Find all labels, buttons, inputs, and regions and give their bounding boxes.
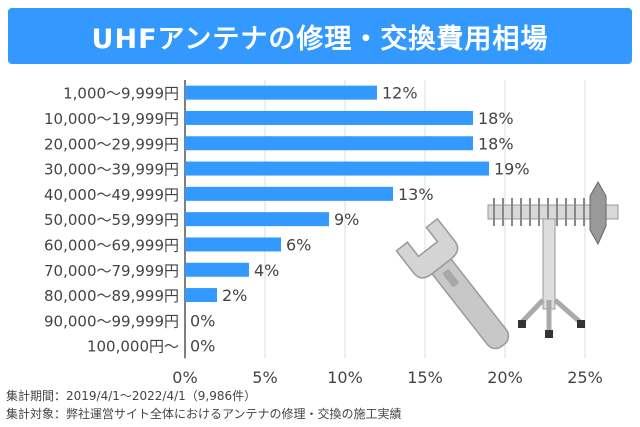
bar <box>185 136 473 151</box>
bar <box>185 110 473 125</box>
bar <box>185 237 281 252</box>
category-label: 40,000～49,999円 <box>44 186 179 204</box>
value-label: 6% <box>286 235 311 254</box>
value-label: 18% <box>478 109 514 128</box>
footnote-target: 集計対象：弊社運営サイト全体におけるアンテナの修理・交換の施工実績 <box>6 407 402 421</box>
x-tick-label: 10% <box>327 368 363 387</box>
bar <box>185 288 217 303</box>
value-label: 13% <box>398 185 434 204</box>
uhf-antenna-icon <box>487 180 619 338</box>
x-tick-label: 20% <box>487 368 523 387</box>
wrench-icon <box>395 217 510 350</box>
bar <box>185 85 377 100</box>
value-label: 12% <box>382 84 418 103</box>
value-label: 4% <box>254 261 279 280</box>
category-label: 90,000～99,999円 <box>44 312 179 330</box>
category-label: 1,000～9,999円 <box>63 85 179 103</box>
footnote-period: 集計期間：2019/4/1～2022/4/1（9,986件） <box>6 389 257 403</box>
bar <box>185 262 249 277</box>
category-label: 100,000円～ <box>87 338 179 356</box>
category-label: 20,000～29,999円 <box>44 135 179 153</box>
category-label: 60,000～69,999円 <box>44 236 179 254</box>
value-label: 18% <box>478 134 514 153</box>
category-label: 80,000～89,999円 <box>44 287 179 305</box>
category-label: 10,000～19,999円 <box>44 110 179 128</box>
x-tick-label: 15% <box>407 368 443 387</box>
labels: 0% 5% 10% 15% 20% 25% 1,000～9,999円 12% 10,000～19… <box>44 84 603 387</box>
value-label: 9% <box>334 210 359 229</box>
x-tick-label: 0% <box>172 368 197 387</box>
bar <box>185 161 489 176</box>
category-label: 30,000～39,999円 <box>44 161 179 179</box>
category-label: 50,000～59,999円 <box>44 211 179 229</box>
bars <box>185 85 489 303</box>
bar <box>185 212 329 227</box>
category-label: 70,000～79,999円 <box>44 262 179 280</box>
x-tick-label: 5% <box>252 368 277 387</box>
value-label: 0% <box>190 311 215 330</box>
value-label: 2% <box>222 286 247 305</box>
bar <box>185 186 393 201</box>
value-label: 19% <box>494 160 530 179</box>
chart-title: UHFアンテナの修理・交換費用相場 <box>91 23 549 55</box>
x-tick-label: 25% <box>567 368 603 387</box>
value-label: 0% <box>190 337 215 356</box>
title-banner: UHFアンテナの修理・交換費用相場 <box>8 8 632 64</box>
